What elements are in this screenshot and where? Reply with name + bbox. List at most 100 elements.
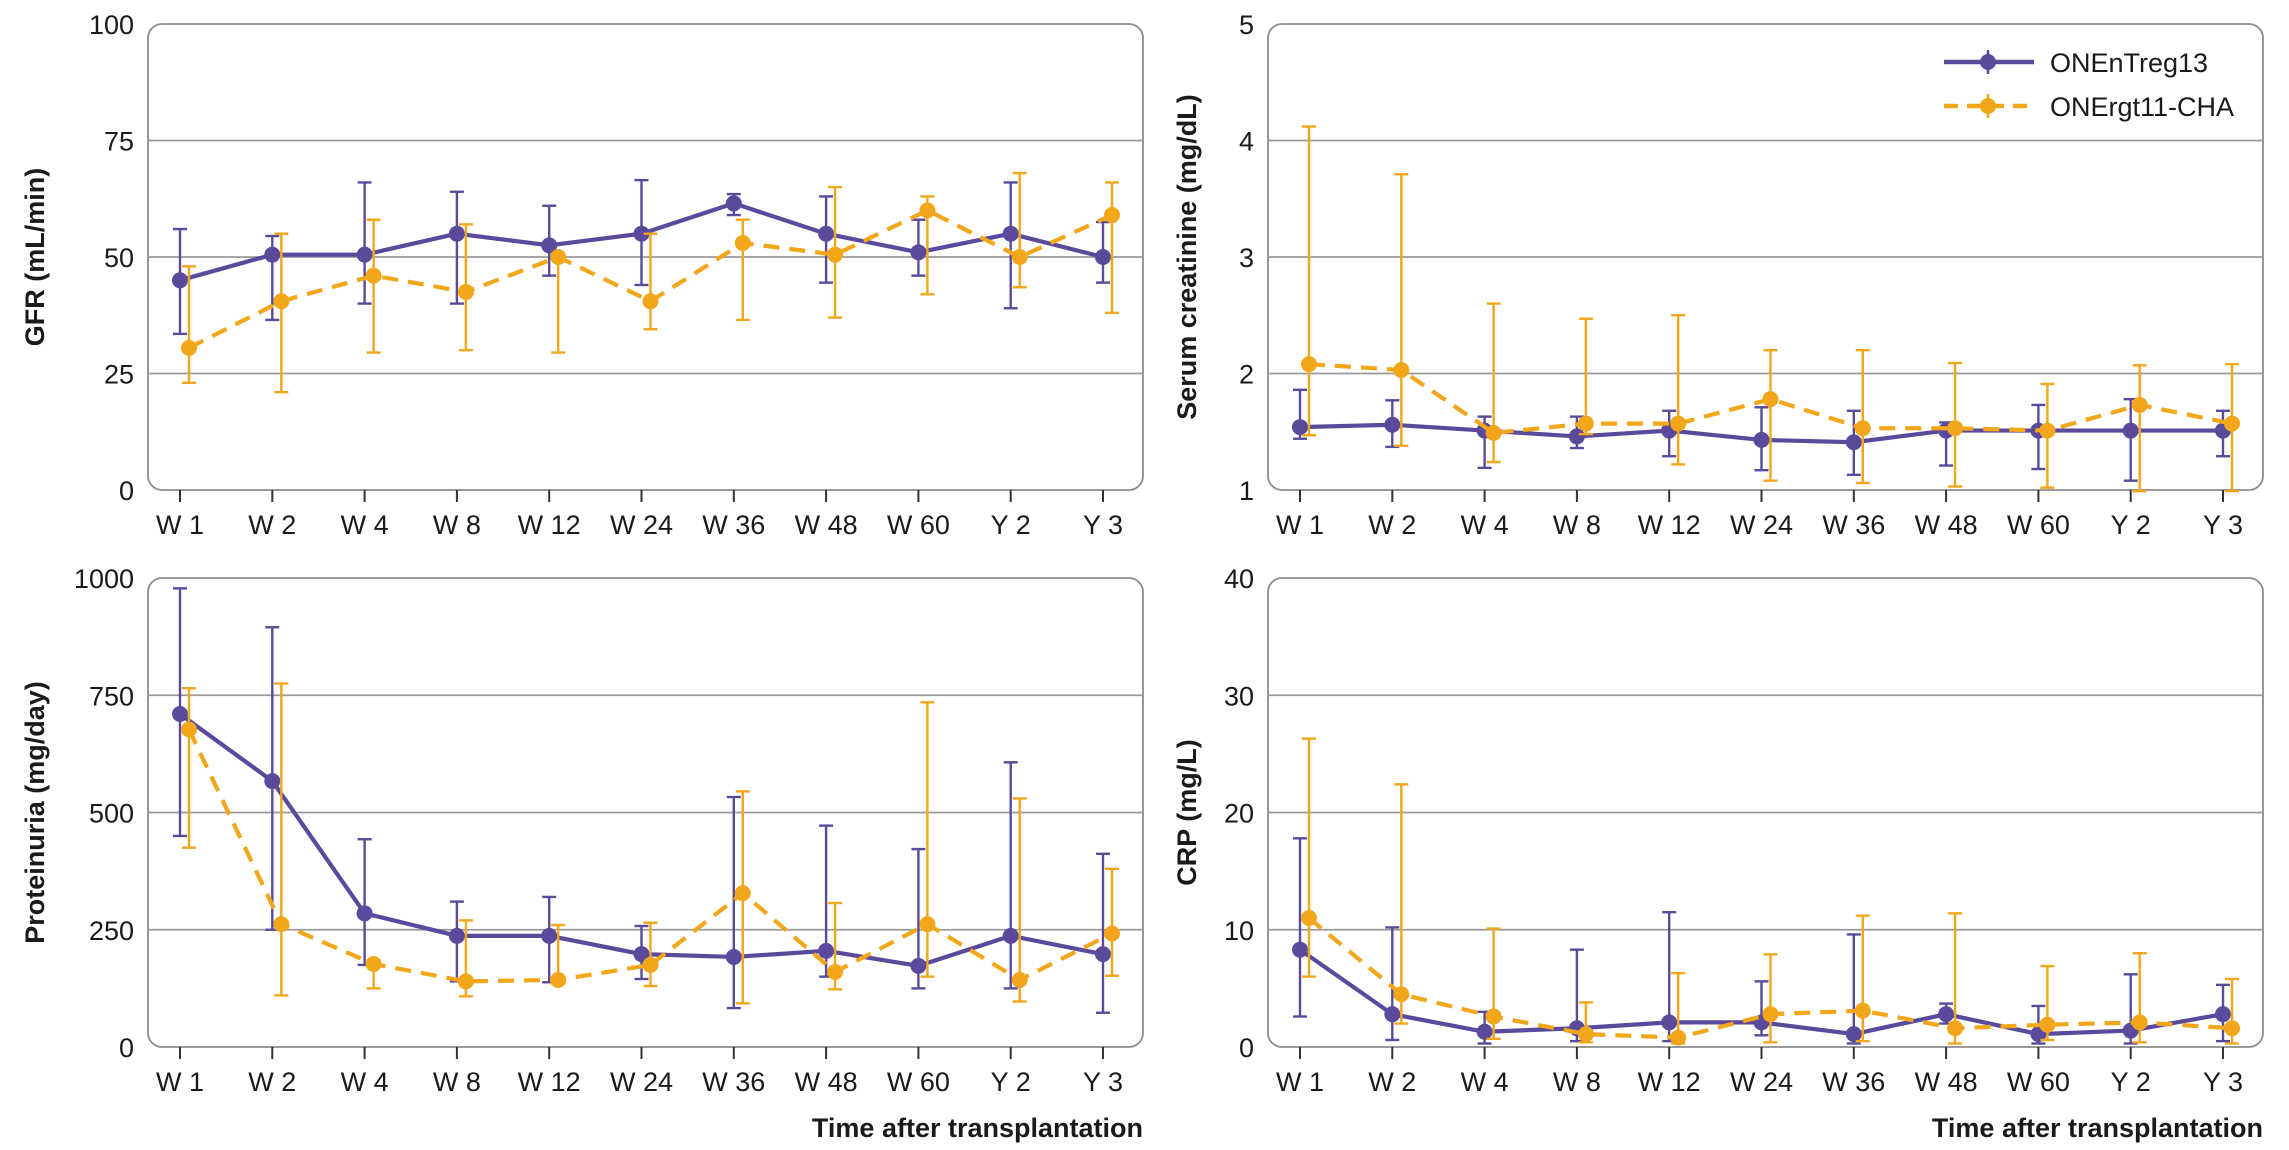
y-tick-label: 0 (1239, 1033, 1254, 1063)
chart-crp: 0 10 20 30 40 W 1 W 2 W 4 W 8 W 12 W 24 W 36 W 48 W 6… (1172, 564, 2264, 1143)
data-point-onergt11-cha (1393, 362, 1410, 379)
legend: ONEnTreg13 ONErgt11-CHA (1944, 48, 2234, 122)
x-tick-label: Y 3 (2203, 1067, 2243, 1097)
data-point-onentreg13 (356, 246, 373, 263)
x-tick-label: W 2 (248, 510, 296, 540)
data-point-onergt11-cha (827, 246, 844, 263)
data-point-onergt11-cha (273, 293, 290, 310)
legend-label-onentreg13: ONEnTreg13 (2050, 48, 2208, 78)
data-point-onergt11-cha (1947, 420, 1964, 437)
chart-serum-creatinine: 1 2 3 4 5 W 1 W 2 W 4 W 8 W 12 W 24 W 36 W 48 W 60 Y 2… (1172, 10, 2264, 540)
x-tick-label: W 48 (1915, 1067, 1978, 1097)
data-point-onergt11-cha (1947, 1020, 1964, 1037)
legend-label-onergt11-cha: ONErgt11-CHA (2050, 92, 2234, 122)
x-tick-label: W 8 (1553, 510, 1601, 540)
x-tick-label: W 24 (1730, 1067, 1793, 1097)
y-tick-label: 250 (89, 916, 134, 946)
x-tick-label: W 8 (433, 1067, 481, 1097)
x-tick-label: W 12 (518, 1067, 581, 1097)
data-point-onentreg13 (1002, 225, 1019, 242)
y-tick-label: 20 (1224, 799, 1254, 829)
data-point-onergt11-cha (734, 885, 751, 902)
data-point-onergt11-cha (1577, 1026, 1594, 1043)
y-tick-label: 1 (1239, 476, 1254, 506)
data-point-onergt11-cha (181, 721, 197, 738)
y-axis-label: Proteinuria (mg/day) (20, 681, 50, 944)
data-point-onentreg13 (172, 706, 188, 723)
y-tick-label: 75 (104, 127, 134, 157)
data-point-onentreg13 (1845, 434, 1862, 451)
y-tick-label: 1000 (74, 564, 134, 594)
data-point-onentreg13 (448, 225, 465, 242)
data-point-onergt11-cha (919, 916, 936, 933)
x-tick-label: W 4 (341, 510, 389, 540)
y-axis-label: GFR (mL/min) (20, 168, 50, 346)
data-point-onergt11-cha (1854, 420, 1871, 437)
data-point-onentreg13 (172, 272, 188, 289)
data-point-onentreg13 (541, 927, 558, 944)
x-tick-label: Y 2 (2111, 1067, 2151, 1097)
x-tick-label: Y 2 (991, 1067, 1031, 1097)
data-point-onergt11-cha (1670, 1029, 1687, 1046)
x-tick-label: W 4 (1461, 1067, 1509, 1097)
data-point-onentreg13 (910, 957, 927, 974)
y-tick-label: 3 (1239, 243, 1254, 273)
data-point-onergt11-cha (2039, 422, 2056, 439)
y-tick-label: 750 (89, 681, 134, 711)
data-point-onentreg13 (264, 773, 281, 790)
data-point-onentreg13 (356, 905, 373, 922)
data-point-onergt11-cha (1104, 207, 1120, 224)
x-tick-label: W 1 (1276, 1067, 1324, 1097)
x-tick-label: Y 3 (2203, 510, 2243, 540)
x-tick-label: Y 3 (1083, 510, 1123, 540)
x-tick-label: W 12 (1638, 1067, 1701, 1097)
data-point-onentreg13 (1384, 416, 1401, 433)
x-tick-label: W 60 (2007, 1067, 2070, 1097)
data-point-onergt11-cha (1011, 249, 1028, 265)
x-tick-label: Y 2 (2111, 510, 2151, 540)
x-tick-label: W 60 (2007, 510, 2070, 540)
y-tick-label: 40 (1224, 564, 1254, 594)
x-axis-label: Time after transplantation (1932, 1113, 2263, 1143)
data-point-onergt11-cha (365, 955, 382, 972)
data-point-onergt11-cha (457, 973, 474, 990)
y-tick-label: 500 (89, 799, 134, 829)
x-tick-label: W 2 (1368, 510, 1416, 540)
data-point-onergt11-cha (2131, 396, 2148, 413)
x-tick-label: W 1 (1276, 510, 1324, 540)
x-tick-label: W 24 (1730, 510, 1793, 540)
data-point-onergt11-cha (1670, 415, 1687, 432)
x-tick-label: W 4 (341, 1067, 389, 1097)
data-point-onergt11-cha (919, 202, 936, 219)
y-tick-label: 2 (1239, 360, 1254, 390)
data-point-onentreg13 (1476, 1023, 1493, 1040)
y-tick-label: 10 (1224, 916, 1254, 946)
data-point-onentreg13 (1568, 428, 1585, 445)
data-point-onentreg13 (910, 244, 927, 261)
legend-marker-onergt11-cha (1980, 98, 1996, 114)
chart-proteinuria: 0 250 500 750 1000 W 1 W 2 W 4 W 8 W 12 W 24 W 36 W … (20, 564, 1144, 1143)
data-point-onergt11-cha (457, 283, 474, 300)
data-point-onentreg13 (725, 948, 742, 965)
series-line-onergt11-cha (188, 208, 1113, 350)
x-tick-label: W 48 (1915, 510, 1978, 540)
data-point-onentreg13 (818, 942, 835, 959)
data-point-onentreg13 (1938, 1006, 1955, 1023)
x-tick-label: W 24 (610, 1067, 673, 1097)
data-point-onergt11-cha (1301, 910, 1317, 927)
data-point-onergt11-cha (2224, 415, 2240, 432)
x-tick-label: W 1 (156, 510, 204, 540)
data-point-onergt11-cha (1577, 415, 1594, 432)
data-point-onergt11-cha (550, 249, 567, 265)
data-point-onentreg13 (1292, 941, 1308, 958)
data-point-onergt11-cha (1393, 986, 1410, 1003)
x-tick-label: Y 3 (1083, 1067, 1123, 1097)
data-point-onergt11-cha (1011, 971, 1028, 988)
data-point-onergt11-cha (550, 971, 567, 988)
data-point-onentreg13 (1002, 927, 1019, 944)
chart-gfr: 0 25 50 75 100 W 1 W 2 W 4 W 8 W 12 W 24 W 36 W 48 W … (20, 10, 1144, 540)
x-axis-label: Time after transplantation (812, 1113, 1143, 1143)
data-point-onentreg13 (633, 225, 650, 242)
data-point-onergt11-cha (2224, 1020, 2240, 1037)
